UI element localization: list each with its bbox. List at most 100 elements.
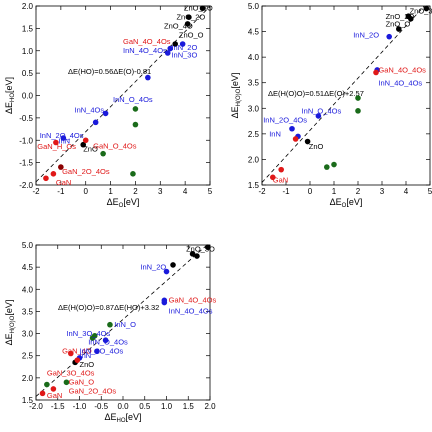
point-label: InN_2O (353, 31, 379, 40)
x-tick-label: 1 (332, 187, 337, 196)
y-tick-label: 5.0 (248, 2, 260, 11)
y-tick-label: 1.5 (248, 181, 260, 190)
fit-line (261, 5, 425, 183)
point-label: InN_2O (140, 262, 166, 271)
x-tick-label: 2 (133, 187, 138, 196)
point-label: InN_2O_4Os (40, 131, 84, 140)
point-label: ZnO (309, 142, 324, 151)
point-label: InN_4Os (75, 106, 105, 115)
axis-label: ΔEH(O)O[eV] (230, 73, 242, 119)
point-label: GaN (273, 175, 288, 184)
data-point (145, 74, 151, 81)
data-point (43, 175, 49, 182)
x-tick-label: 3 (380, 187, 385, 196)
point-label: ZnO (83, 144, 98, 153)
point-label: GaN_O (69, 378, 95, 387)
y-tick-label: 1.0 (22, 47, 34, 56)
x-tick-label: 5 (208, 187, 213, 196)
fit-equation: ΔE(HO)=0.56ΔE(O)-0.81 (68, 67, 151, 76)
data-point (373, 69, 379, 76)
x-tick-label: 0 (308, 187, 313, 196)
point-label: InN_3O_4Os (66, 329, 110, 338)
data-point (186, 14, 192, 20)
y-tick-label: 5.0 (22, 241, 34, 250)
data-point (44, 381, 50, 388)
x-tick-label: -2.0 (29, 402, 43, 411)
x-tick-label: -2 (258, 187, 266, 196)
data-point (82, 137, 89, 144)
x-tick-label: 2.0 (204, 402, 216, 411)
point-label: GaN_3O_4Os (47, 369, 95, 378)
point-label: ZnO_4O (164, 21, 193, 30)
point-label: InN (269, 129, 281, 138)
data-point (53, 139, 59, 146)
data-point (304, 138, 311, 145)
x-tick-label: -1 (57, 187, 65, 196)
data-point (199, 5, 206, 12)
y-tick-label: 1.5 (22, 24, 34, 33)
point-label: ZnO_2O (386, 12, 415, 21)
point-label: InN_O_4Os (113, 95, 153, 104)
data-point (132, 121, 139, 128)
data-point (100, 150, 106, 157)
data-point (205, 244, 211, 251)
x-tick-label: 4 (183, 187, 188, 196)
point-label: InN_4O_4Os (378, 78, 422, 87)
data-point (74, 357, 81, 363)
data-point (289, 125, 295, 132)
data-point (68, 350, 74, 357)
point-label: InN (58, 136, 70, 145)
point-label: ZnO_2O (176, 12, 205, 21)
x-tick-label: -1.5 (51, 402, 65, 411)
point-label: InN_O (114, 320, 136, 329)
y-tick-label: -2.0 (19, 181, 33, 190)
y-tick-label: 0.5 (22, 69, 34, 78)
data-point (60, 135, 67, 141)
data-point (315, 113, 322, 119)
chart-panel-1: -2 -1 0 1 2 3 4 5 -2.0 -1.5 -1.0 -0.5 0.0 0.5 1.0 1.5 2.… (4, 2, 213, 209)
y-tick-label: 4.0 (248, 53, 260, 62)
data-point (107, 321, 113, 328)
chart-panel-3: -2.0 -1.5 -1.0 -0.5 0.0 0.5 1.0 1.5 2.0 1.5 2.0 2.5… (4, 241, 216, 424)
x-tick-label: -2 (32, 187, 40, 196)
data-point (63, 379, 70, 386)
axis-label: ΔEO[eV] (330, 197, 363, 209)
data-point (355, 95, 361, 101)
axis-label: ΔEHO[eV] (104, 412, 141, 424)
x-tick-label: -1 (282, 187, 290, 196)
data-point (408, 15, 414, 22)
x-tick-label: 5 (428, 187, 432, 196)
x-tick-label: 1.0 (161, 402, 173, 411)
x-tick-label: -1.0 (73, 402, 87, 411)
point-label: GaN_4O_4Os (169, 296, 217, 305)
data-point (39, 390, 46, 397)
chart-panel-2: -2 -1 0 1 2 3 4 5 1.5 2.0 2.5 3.0 3.5 4.0 4.5 5.0 ΔEO[eV… (230, 2, 432, 209)
data-point (189, 251, 196, 257)
data-point (89, 335, 96, 341)
y-tick-label: -0.5 (19, 114, 33, 123)
y-tick-label: -1.0 (19, 136, 33, 145)
data-point (292, 136, 299, 142)
x-tick-label: 0 (83, 187, 88, 196)
point-label: GaN_2O_4Os (62, 167, 110, 176)
data-point (396, 26, 402, 32)
data-point (50, 386, 57, 392)
data-point (278, 166, 285, 173)
point-label: GaN (47, 391, 62, 400)
data-point (164, 50, 171, 56)
point-label: InN_2O (171, 43, 197, 52)
x-tick-label: -0.5 (94, 402, 108, 411)
plot-frame (261, 5, 431, 186)
point-label: ZnO_O (386, 19, 411, 28)
point-label: InN (80, 351, 92, 360)
x-tick-label: 3 (158, 187, 163, 196)
point-label: GaN (56, 178, 71, 187)
point-label: InN_4O_4Os (169, 307, 213, 316)
y-tick-label: 3.0 (22, 330, 34, 339)
point-label: InN_4O_4Os (123, 46, 167, 55)
data-point (58, 164, 64, 170)
data-point (161, 299, 168, 306)
data-point (167, 45, 174, 52)
point-label: InN_3O (171, 50, 197, 59)
